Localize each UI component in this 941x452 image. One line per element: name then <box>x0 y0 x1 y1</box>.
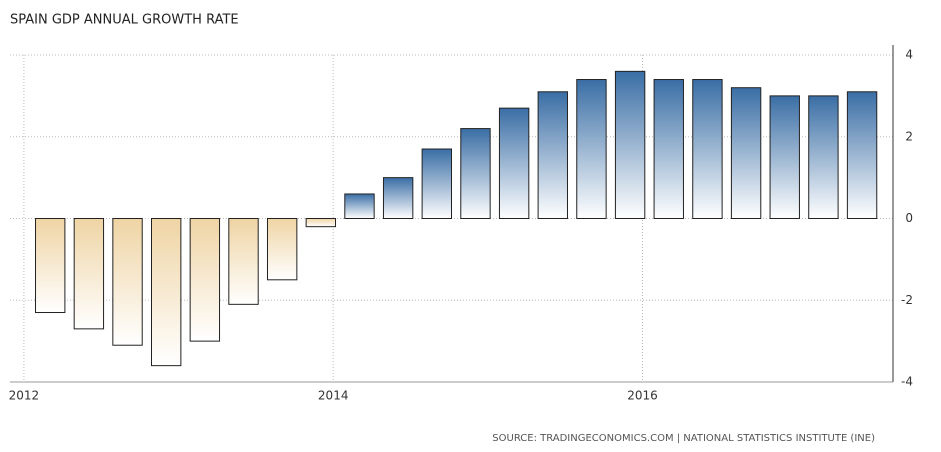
bar <box>846 91 878 219</box>
bar <box>537 91 568 219</box>
bar <box>344 193 375 220</box>
bar <box>576 79 607 220</box>
bar <box>382 177 414 219</box>
bar <box>460 128 491 219</box>
bar <box>266 218 298 281</box>
bar <box>498 107 530 219</box>
x-tick-label: 2014 <box>318 389 349 403</box>
y-tick-label: -2 <box>901 293 913 307</box>
bar <box>730 87 762 219</box>
bar <box>228 218 259 305</box>
bar <box>692 79 723 220</box>
y-tick-label: 0 <box>905 211 913 225</box>
y-tick-label: 4 <box>905 48 913 62</box>
bar <box>808 95 839 219</box>
y-tick-label: 2 <box>905 129 913 143</box>
bar <box>112 218 143 346</box>
bar <box>653 79 684 220</box>
source: SOURCE: TRADINGECONOMICS.COM | NATIONAL … <box>492 433 875 444</box>
bar <box>150 218 182 367</box>
chart-title: SPAIN GDP ANNUAL GROWTH RATE <box>10 13 239 28</box>
x-tick-label: 2016 <box>627 389 658 403</box>
bar <box>305 218 337 228</box>
bar <box>35 218 66 314</box>
x-tick-label: 2012 <box>9 389 40 403</box>
bar <box>73 218 105 330</box>
bar <box>769 95 800 219</box>
bar <box>189 218 221 342</box>
bar <box>421 148 453 219</box>
y-tick-label: -4 <box>901 375 913 389</box>
bar <box>614 70 646 219</box>
